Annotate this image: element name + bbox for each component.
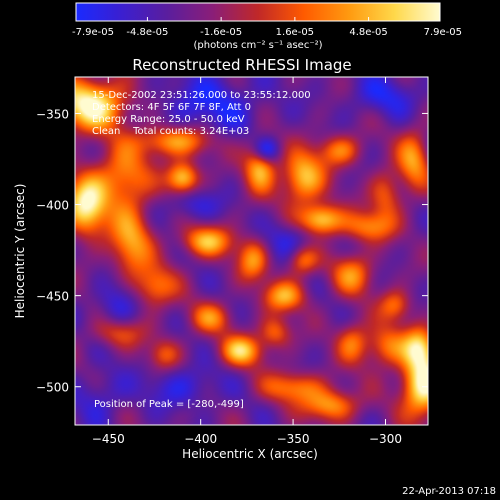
- peak-position-label: Position of Peak = [-280,-499]: [94, 399, 244, 410]
- x-tick-label: −350: [277, 432, 310, 446]
- y-tick-label: −400: [36, 199, 69, 213]
- colorbar-ticks: -7.9e-05 -4.8e-05 -1.6e-05 1.6e-05 4.8e-05 7.…: [72, 17, 462, 38]
- heatmap-canvas: [75, 77, 428, 425]
- y-tick-label: −500: [36, 381, 69, 395]
- colorbar-tick-label: -7.9e-05: [72, 27, 114, 38]
- y-tick-label: −450: [36, 290, 69, 304]
- colorbar-tick-label: 4.8e-05: [349, 27, 387, 38]
- x-tick-label: −450: [92, 432, 125, 446]
- colorbar-tick-label: -4.8e-05: [126, 27, 168, 38]
- colorbar-tick-label: 1.6e-05: [276, 27, 314, 38]
- info-annotation: 15-Dec-2002 23:51:26.000 to 23:55:12.000…: [92, 90, 311, 137]
- x-tick-label: −400: [184, 432, 217, 446]
- info-line-energy: Energy Range: 25.0 - 50.0 keV: [92, 114, 245, 125]
- plot-frame: [74, 76, 429, 426]
- colorbar-unit-label: (photons cm⁻² s⁻¹ asec⁻²): [193, 40, 322, 51]
- colorbar-tick-label: 7.9e-05: [424, 27, 462, 38]
- heatmap-container: [75, 77, 428, 425]
- axis-ticks: −450 −400 −350 −300 −350 −400 −450 −500: [36, 77, 428, 446]
- x-axis-label: Heliocentric X (arcsec): [182, 447, 318, 461]
- info-line-time: 15-Dec-2002 23:51:26.000 to 23:55:12.000: [92, 90, 311, 101]
- info-line-detectors: Detectors: 4F 5F 6F 7F 8F, Att 0: [92, 102, 251, 113]
- chart-title: Reconstructed RHESSI Image: [132, 56, 351, 74]
- y-tick-label: −350: [36, 107, 69, 121]
- y-axis-label: Heliocentric Y (arcsec): [13, 184, 27, 319]
- info-line-counts: Clean Total counts: 3.24E+03: [92, 126, 249, 137]
- colorbar-tick-label: -1.6e-05: [200, 27, 242, 38]
- x-tick-label: −300: [369, 432, 402, 446]
- colorbar: [75, 2, 441, 22]
- footer-date: 22-Apr-2013 07:18: [402, 486, 496, 497]
